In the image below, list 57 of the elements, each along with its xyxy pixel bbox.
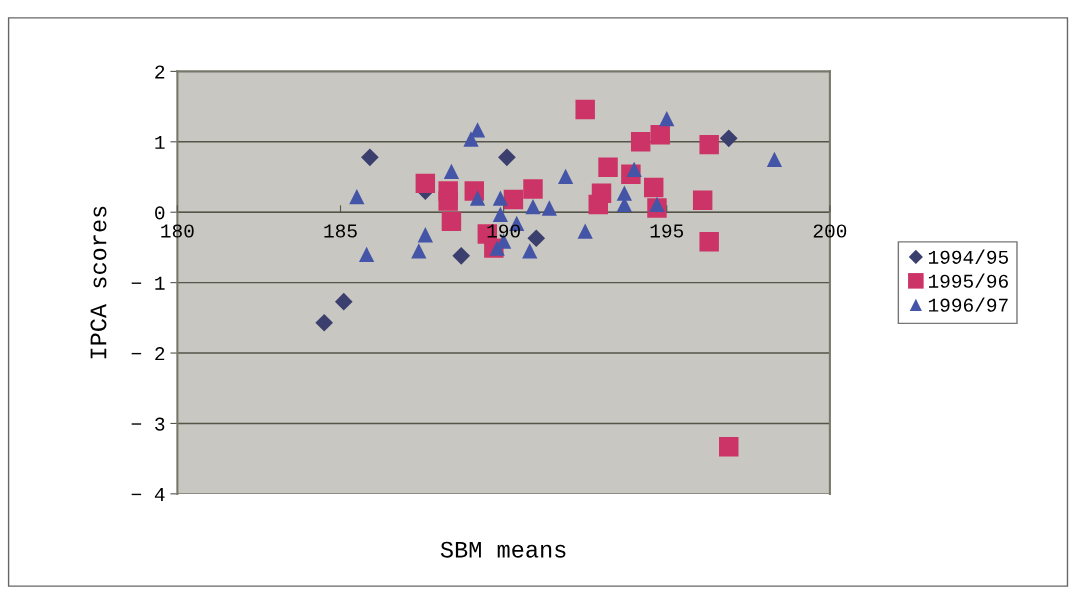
point — [492, 206, 509, 222]
point — [649, 196, 665, 213]
point — [541, 200, 557, 216]
point — [719, 129, 738, 148]
point — [415, 173, 436, 194]
y-tick-label: − 4 — [131, 488, 165, 501]
y-tick-label: − 1 — [131, 276, 165, 290]
legend-label: 1995/96 — [928, 273, 1008, 288]
point — [334, 292, 353, 311]
y-tick-label: 1 — [155, 136, 165, 149]
x-tick-label: 195 — [650, 224, 684, 238]
y-tick-label: − 3 — [131, 417, 165, 431]
point — [358, 246, 375, 263]
point — [598, 157, 618, 177]
point — [616, 185, 632, 201]
point — [492, 190, 509, 206]
x-tick-label: 185 — [324, 224, 357, 238]
point — [498, 148, 516, 167]
legend-label: 1996/97 — [928, 297, 1008, 312]
point — [522, 243, 538, 259]
point — [692, 190, 713, 210]
x-axis-title: SBM means — [440, 541, 566, 558]
point — [441, 211, 462, 232]
x-tick-label: 200 — [813, 224, 847, 238]
point — [630, 132, 651, 152]
point — [527, 229, 546, 248]
point — [557, 168, 574, 184]
y-tick-label: 2 — [155, 65, 165, 79]
y-axis-title: IPCA scores — [90, 206, 107, 359]
point — [719, 436, 739, 457]
point — [361, 148, 379, 167]
point — [659, 110, 675, 127]
point — [699, 134, 719, 155]
point — [766, 151, 783, 168]
x-tick-label: 180 — [161, 224, 194, 238]
point — [417, 227, 433, 243]
point — [523, 179, 543, 199]
point — [463, 131, 479, 147]
point — [469, 190, 486, 206]
point — [626, 161, 642, 177]
point — [577, 223, 593, 239]
y-tick-label: 0 — [155, 206, 165, 220]
point — [315, 313, 334, 332]
point — [650, 125, 670, 145]
point — [525, 198, 541, 215]
legend-label: 1994/95 — [928, 249, 1008, 264]
point — [438, 191, 458, 211]
point — [644, 177, 664, 198]
point — [699, 232, 719, 252]
point — [452, 247, 471, 265]
point — [411, 243, 427, 259]
point — [575, 99, 595, 120]
point — [443, 163, 460, 180]
y-tick-label: − 2 — [131, 347, 165, 361]
point — [503, 189, 524, 210]
point — [349, 189, 365, 205]
point — [588, 194, 608, 215]
